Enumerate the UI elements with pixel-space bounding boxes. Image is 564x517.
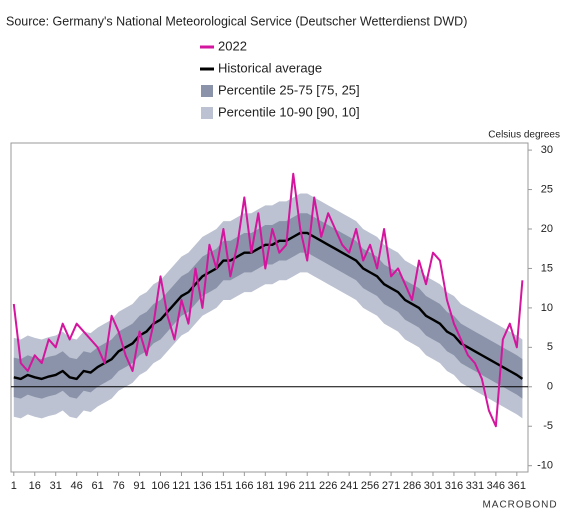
y-tick-label: 5	[547, 341, 553, 353]
logo: MACROBOND	[482, 500, 557, 511]
x-tick-label: 226	[319, 480, 337, 492]
y-axis-label: Celsius degrees	[488, 130, 560, 141]
y-tick-label: -5	[543, 420, 553, 432]
x-tick-label: 346	[487, 480, 505, 492]
legend-label: Percentile 25-75 [75, 25]	[218, 82, 360, 97]
x-tick-label: 301	[424, 480, 442, 492]
x-tick-label: 361	[508, 480, 526, 492]
x-tick-label: 76	[112, 480, 124, 492]
x-tick-label: 331	[466, 480, 484, 492]
x-tick-label: 271	[382, 480, 400, 492]
x-tick-label: 46	[71, 480, 83, 492]
x-tick-label: 106	[151, 480, 169, 492]
x-tick-label: 121	[172, 480, 190, 492]
legend-swatch	[201, 85, 213, 97]
x-tick-label: 181	[256, 480, 274, 492]
x-tick-label: 196	[277, 480, 295, 492]
y-tick-label: 30	[541, 144, 553, 156]
x-tick-label: 31	[50, 480, 62, 492]
x-tick-label: 286	[403, 480, 421, 492]
x-tick-label: 166	[235, 480, 253, 492]
percentile-band	[13, 193, 523, 419]
legend-label: Percentile 10-90 [90, 10]	[218, 104, 360, 119]
y-tick-label: 10	[541, 302, 553, 314]
legend-label: Historical average	[218, 60, 322, 75]
x-tick-label: 241	[340, 480, 358, 492]
x-tick-label: 91	[133, 480, 145, 492]
x-tick-label: 256	[361, 480, 379, 492]
x-tick-label: 151	[214, 480, 232, 492]
y-tick-label: -10	[537, 460, 553, 472]
x-tick-label: 1	[11, 480, 17, 492]
legend-label: 2022	[218, 38, 247, 53]
x-tick-label: 16	[29, 480, 41, 492]
percentile-band	[13, 213, 523, 399]
x-tick-label: 316	[445, 480, 463, 492]
y-tick-label: 25	[541, 183, 553, 195]
legend-swatch	[201, 107, 213, 119]
y-tick-label: 0	[547, 381, 553, 393]
x-tick-label: 136	[193, 480, 211, 492]
source: Source: Germany's National Meteorologica…	[6, 14, 467, 28]
x-tick-label: 211	[298, 480, 316, 492]
series-line	[12, 172, 524, 428]
y-tick-label: 20	[541, 223, 553, 235]
y-tick-label: 15	[541, 262, 553, 274]
x-tick-label: 61	[92, 480, 104, 492]
